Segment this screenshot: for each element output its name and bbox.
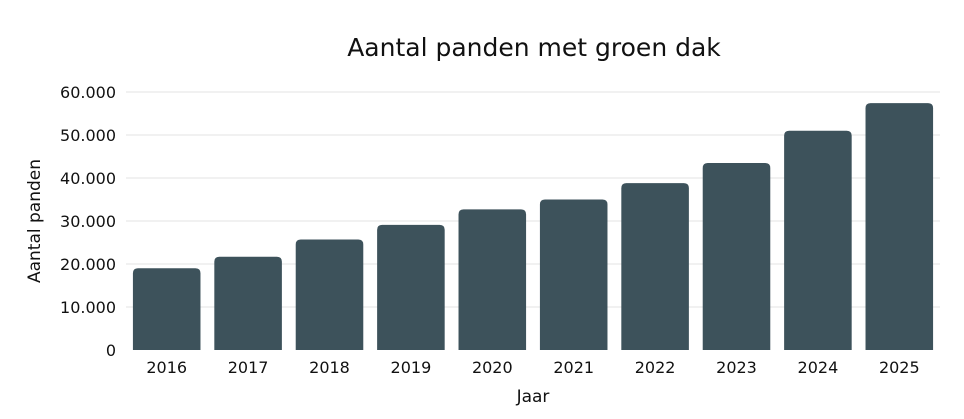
x-tick-label: 2016 [146, 358, 187, 377]
x-tick-label: 2022 [635, 358, 676, 377]
y-tick-label: 40.000 [60, 169, 116, 188]
bar-2018 [295, 239, 364, 350]
bar-2024 [784, 130, 852, 350]
y-tick-label: 10.000 [60, 298, 116, 317]
x-tick-label: 2017 [228, 358, 269, 377]
y-axis-label: Aantal panden [25, 159, 45, 283]
y-tick-label: 30.000 [60, 212, 116, 231]
bar-2025 [865, 103, 934, 351]
x-axis-ticks: 2016 2017 2018 2019 2020 2021 2022 2023 2024 2025 [146, 358, 919, 377]
y-tick-label: 0 [106, 341, 116, 360]
bar-2020 [458, 209, 527, 350]
bar-2022 [621, 183, 689, 350]
x-tick-label: 2018 [309, 358, 350, 377]
bar-2019 [377, 224, 445, 350]
bar-2016 [132, 268, 201, 350]
x-axis-label: Jaar [516, 387, 550, 407]
x-tick-label: 2021 [553, 358, 594, 377]
y-axis-ticks: 0 10.000 20.000 30.000 40.000 50.000 60.000 [60, 83, 116, 360]
y-tick-label: 20.000 [60, 255, 116, 274]
y-tick-label: 50.000 [60, 126, 116, 145]
bar-2021 [539, 199, 608, 350]
x-tick-label: 2020 [472, 358, 513, 377]
bars [132, 103, 934, 351]
chart-title: Aantal panden met groen dak [347, 33, 721, 62]
x-tick-label: 2019 [391, 358, 432, 377]
x-tick-label: 2025 [879, 358, 920, 377]
x-tick-label: 2023 [716, 358, 757, 377]
bar-2023 [702, 162, 771, 350]
x-tick-label: 2024 [798, 358, 839, 377]
bar-2017 [214, 256, 282, 350]
y-tick-label: 60.000 [60, 83, 116, 102]
